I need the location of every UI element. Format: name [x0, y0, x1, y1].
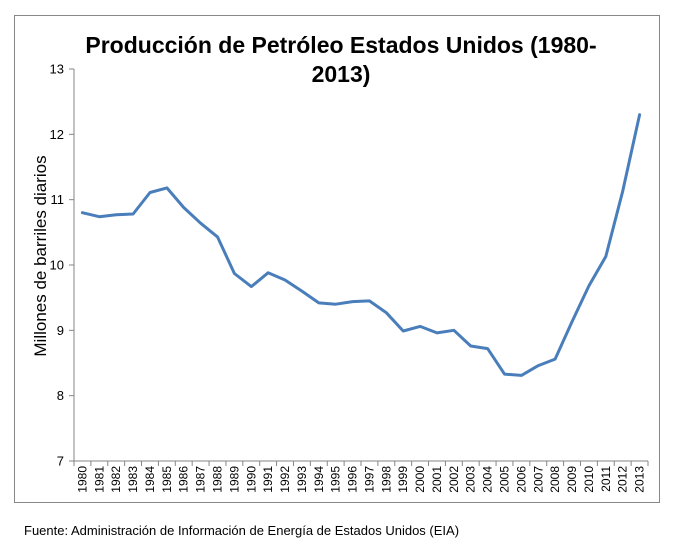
series-layer — [80, 113, 642, 377]
chart-title-line-2: 2013) — [312, 61, 371, 87]
x-tick-label: 2012 — [616, 466, 630, 493]
x-tick-label: 1996 — [346, 466, 360, 493]
chart-frame: Producción de Petróleo Estados Unidos (1… — [14, 15, 660, 503]
x-tick-label: 2008 — [548, 466, 562, 493]
source-label: Fuente: — [24, 523, 69, 538]
x-tick-label: 2005 — [498, 466, 512, 493]
y-tick-label: 9 — [57, 323, 64, 338]
x-tick-label: 1983 — [126, 466, 140, 493]
x-tick-label: 2009 — [565, 466, 579, 493]
x-tick-label: 2004 — [481, 466, 495, 493]
x-tick-label: 1995 — [329, 466, 343, 493]
x-tick-label: 2013 — [633, 466, 647, 493]
x-tick-label: 2006 — [514, 466, 528, 493]
x-tick-label: 1984 — [143, 466, 157, 493]
chart: Producción de Petróleo Estados Unidos (1… — [31, 32, 649, 493]
x-tick-label: 2010 — [582, 466, 596, 493]
x-tick-label: 2011 — [599, 466, 613, 492]
x-tick-label: 1989 — [227, 466, 241, 493]
x-tick-label: 1986 — [177, 466, 191, 493]
x-tick-label: 1999 — [396, 466, 410, 493]
y-tick-label: 11 — [51, 192, 65, 207]
x-tick-label: 1997 — [362, 466, 376, 493]
x-tick-label: 2000 — [413, 466, 427, 493]
x-tick-label: 1985 — [160, 466, 174, 493]
x-tick-label: 1994 — [312, 466, 326, 493]
source-note: Fuente: Administración de Información de… — [24, 523, 459, 538]
x-tick-label: 1993 — [295, 466, 309, 493]
y-tick-label: 13 — [50, 62, 64, 77]
y-tick-label: 12 — [50, 127, 64, 142]
y-axis-label: Millones de barriles diarios — [31, 155, 50, 356]
x-tick-label: 1988 — [211, 466, 225, 493]
y-tick-label: 7 — [57, 454, 64, 469]
axes — [69, 68, 649, 466]
x-tick-label: 1982 — [109, 466, 123, 493]
x-tick-label: 1991 — [261, 466, 275, 493]
x-tick-label: 1990 — [244, 466, 258, 493]
x-tick-label: 2003 — [464, 466, 478, 493]
x-tick-label: 1980 — [75, 466, 89, 493]
x-tick-label: 1981 — [92, 466, 106, 493]
x-tick-label: 1992 — [278, 466, 292, 493]
chart-title-line-1: Producción de Petróleo Estados Unidos (1… — [85, 32, 596, 58]
source-text: Administración de Información de Energía… — [71, 523, 460, 538]
x-tick-label: 2002 — [447, 466, 461, 493]
y-tick-label: 10 — [50, 258, 64, 273]
x-tick-label: 1987 — [194, 466, 208, 493]
x-tick-label: 2001 — [430, 466, 444, 493]
y-tick-label: 8 — [57, 388, 64, 403]
x-tick-label: 2007 — [531, 466, 545, 493]
x-tick-label: 1998 — [379, 466, 393, 493]
series-line — [80, 113, 642, 377]
